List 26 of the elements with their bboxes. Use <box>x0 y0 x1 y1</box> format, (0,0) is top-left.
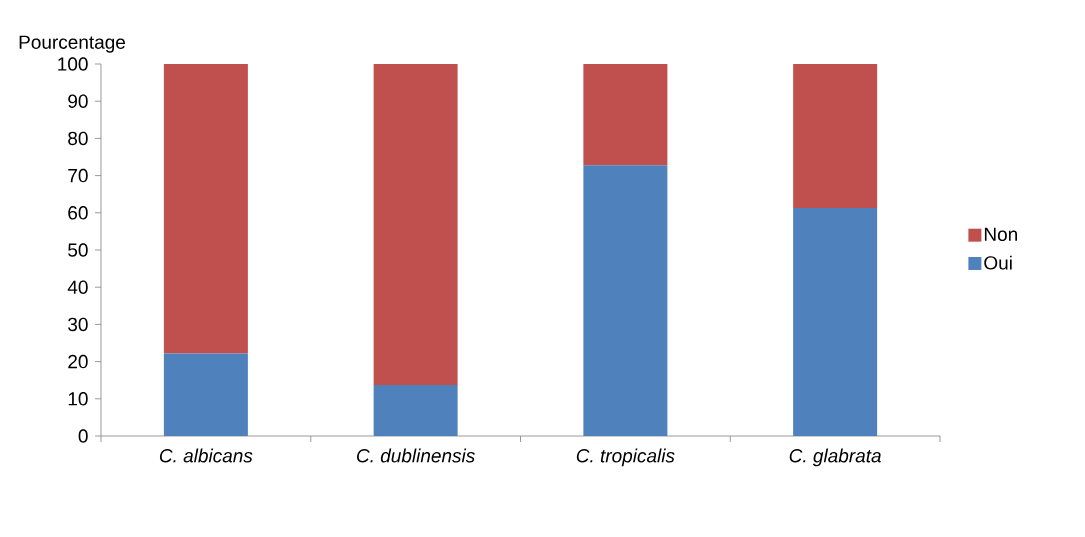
bar <box>373 385 458 436</box>
bar <box>793 64 878 208</box>
y-axis-title: Pourcentage <box>19 35 126 53</box>
y-tick-label: 80 <box>68 131 88 146</box>
bar <box>163 64 248 354</box>
x-tick-label: C. dublinensis <box>357 448 475 463</box>
y-tick-label: 30 <box>68 317 88 332</box>
bar <box>583 64 668 166</box>
y-tick-label: 70 <box>68 168 88 183</box>
legend-label: Oui <box>984 255 1012 270</box>
y-tick-label: 0 <box>78 429 88 443</box>
y-tick-label: 60 <box>68 206 88 220</box>
y-tick-label: 50 <box>68 243 88 257</box>
x-tick-label: C. tropicalis <box>576 448 675 467</box>
y-tick-label: 10 <box>68 392 88 406</box>
y-tick-label: 90 <box>68 94 88 108</box>
x-tick-label: C. glabrata <box>789 448 881 467</box>
y-tick-label: 20 <box>68 354 88 369</box>
legend-label: Non <box>984 227 1017 241</box>
bar <box>163 353 248 436</box>
bar <box>583 165 668 436</box>
bar <box>373 64 458 386</box>
x-tick-label: C. albicans <box>159 448 253 463</box>
y-tick-label: 100 <box>58 57 88 71</box>
y-tick-label: 40 <box>67 280 88 294</box>
bar <box>793 207 878 436</box>
